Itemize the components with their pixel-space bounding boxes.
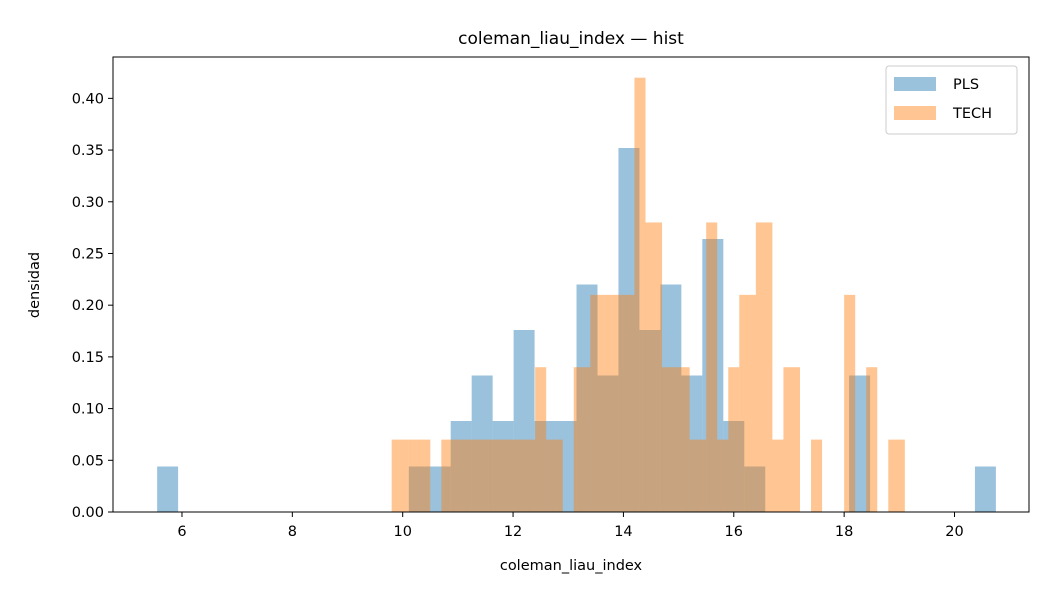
legend: PLS TECH bbox=[885, 65, 1018, 135]
x-tick-label: 8 bbox=[288, 524, 297, 540]
y-tick-label: 0.35 bbox=[72, 143, 104, 159]
x-axis-label: coleman_liau_index bbox=[500, 558, 643, 574]
x-tick-label: 12 bbox=[504, 524, 522, 540]
bar-tech-20 bbox=[755, 222, 773, 513]
y-tick-label: 0.10 bbox=[72, 402, 104, 418]
y-tick-label: 0.20 bbox=[72, 298, 104, 314]
bar-tech-1 bbox=[408, 439, 431, 512]
y-tick-label: 0.30 bbox=[72, 195, 104, 211]
axes-layer: 6 8 10 12 14 16 18 20 0.00 0.05 0.10 0.15 0.20 0.25 0.… bbox=[72, 56, 1030, 540]
bar-tech-0 bbox=[391, 439, 409, 512]
plot-frame bbox=[112, 56, 1030, 513]
bar-tech-21 bbox=[772, 439, 784, 512]
legend-swatch-pls bbox=[894, 77, 936, 91]
bar-pls-17 bbox=[513, 330, 535, 512]
legend-label-pls: PLS bbox=[953, 77, 979, 93]
y-tick-label: 0.40 bbox=[72, 91, 104, 107]
bar-pls-0 bbox=[157, 466, 179, 512]
bar-pls-23 bbox=[639, 330, 661, 512]
bar-tech-14 bbox=[662, 367, 690, 512]
bar-tech-7 bbox=[546, 439, 563, 512]
chart-title: coleman_liau_index — hist bbox=[458, 29, 684, 49]
bar-pls-16 bbox=[492, 421, 514, 512]
bar-tech-13 bbox=[645, 222, 663, 513]
y-tick-label: 0.00 bbox=[72, 505, 104, 521]
bar-tech-3 bbox=[441, 439, 469, 512]
bar-tech-24 bbox=[811, 439, 823, 512]
y-axis-label: densidad bbox=[27, 252, 43, 318]
bars-layer bbox=[157, 77, 996, 513]
bar-pls-18 bbox=[534, 421, 556, 512]
bar-tech-5 bbox=[490, 439, 536, 512]
y-tick-label: 0.05 bbox=[72, 453, 104, 469]
bar-tech-17 bbox=[717, 439, 729, 512]
bar-tech-22 bbox=[783, 367, 800, 512]
bar-tech-4 bbox=[468, 439, 491, 512]
x-tick-label: 6 bbox=[177, 524, 186, 540]
bar-pls-21 bbox=[597, 375, 619, 512]
bar-tech-15 bbox=[689, 439, 707, 512]
legend-label-tech: TECH bbox=[952, 106, 992, 122]
bar-pls-14 bbox=[450, 421, 472, 512]
y-tick-label: 0.25 bbox=[72, 246, 104, 262]
bar-tech-6 bbox=[535, 367, 547, 512]
bar-pls-33 bbox=[849, 375, 871, 512]
bar-pls-28 bbox=[744, 466, 766, 512]
bar-pls-15 bbox=[471, 375, 493, 512]
bar-pls-26 bbox=[702, 239, 724, 512]
bar-tech-18 bbox=[728, 367, 740, 512]
bar-pls-25 bbox=[681, 375, 703, 512]
bar-tech-11 bbox=[617, 294, 635, 512]
x-tick-label: 14 bbox=[614, 524, 632, 540]
bar-pls-13 bbox=[429, 466, 451, 512]
bar-pls-12 bbox=[408, 466, 430, 512]
y-tick-label: 0.15 bbox=[72, 350, 104, 366]
x-tick-label: 16 bbox=[725, 524, 743, 540]
bar-tech-12 bbox=[634, 77, 646, 512]
legend-swatch-tech bbox=[894, 106, 936, 120]
x-tick-label: 18 bbox=[835, 524, 853, 540]
bar-pls-20 bbox=[576, 284, 598, 512]
bar-pls-27 bbox=[723, 421, 745, 512]
bar-tech-26 bbox=[844, 294, 856, 512]
bar-tech-9 bbox=[573, 367, 591, 512]
bar-pls-19 bbox=[555, 421, 577, 512]
bar-tech-30 bbox=[888, 439, 905, 512]
bar-pls-24 bbox=[660, 284, 682, 512]
bar-pls-22 bbox=[618, 148, 640, 512]
bar-tech-28 bbox=[866, 367, 878, 512]
bar-pls-39 bbox=[974, 466, 996, 512]
x-tick-label: 10 bbox=[393, 524, 411, 540]
bar-tech-19 bbox=[739, 294, 756, 512]
legend-box bbox=[885, 65, 1018, 135]
bar-tech-10 bbox=[590, 294, 618, 512]
x-tick-label: 20 bbox=[945, 524, 963, 540]
bar-tech-16 bbox=[706, 222, 718, 513]
